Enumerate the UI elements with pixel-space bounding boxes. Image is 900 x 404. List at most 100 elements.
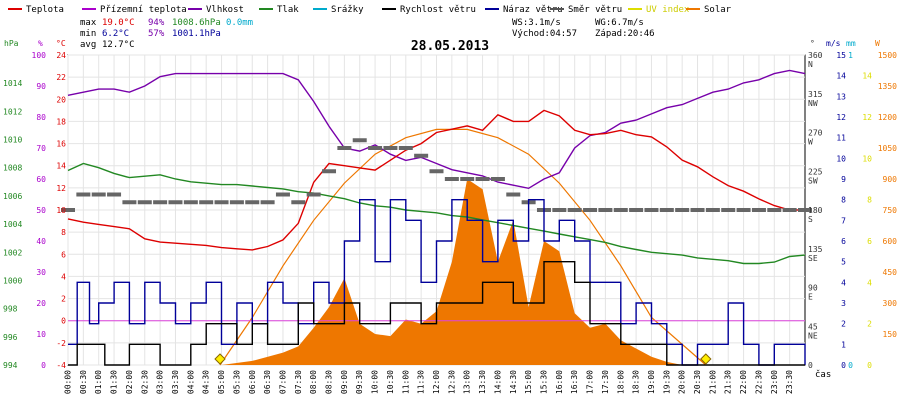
- axis-unit: °: [810, 39, 815, 48]
- axis-hum-tick: 20: [36, 299, 46, 308]
- wind-dir-mark: [429, 169, 444, 174]
- legend-label: Náraz větru: [503, 5, 563, 15]
- axis-unit: mm: [846, 39, 856, 48]
- axis-wind-tick: 10: [836, 154, 846, 163]
- x-tick-label: 12:00: [432, 370, 441, 394]
- axis-dir-tick-dir: E: [808, 293, 813, 302]
- axis-press-tick: 1006: [3, 192, 22, 201]
- wind-dir-mark: [475, 177, 490, 181]
- axis-wind-tick: 9: [841, 175, 846, 184]
- axes: 9949969981000100210041006100810101012101…: [3, 39, 897, 394]
- wind-dir-mark: [306, 192, 321, 197]
- x-tick-label: 06:30: [263, 370, 272, 394]
- axis-wind-tick: 4: [841, 278, 846, 287]
- stats-min-press: 1001.1hPa: [172, 29, 221, 39]
- wind-dir-mark: [567, 208, 582, 212]
- axis-temp-tick: 10: [56, 206, 66, 215]
- wind-dir-mark: [122, 200, 137, 205]
- axis-wind-tick: 6: [841, 237, 846, 246]
- x-tick-label: 11:30: [417, 370, 426, 394]
- x-tick-label: 17:30: [601, 370, 610, 394]
- chart-title: 28.05.2013: [411, 39, 489, 54]
- x-axis-label: čas: [815, 369, 831, 380]
- legend-label: Přízemní teplota: [100, 5, 187, 15]
- wind-dir-mark: [659, 208, 674, 212]
- wind-dir-mark: [598, 208, 613, 212]
- wind-dir-mark: [721, 208, 736, 212]
- axis-unit: %: [38, 39, 43, 48]
- x-tick-label: 16:00: [555, 370, 564, 394]
- wind-dir-mark: [552, 208, 567, 212]
- axis-hum-tick: 50: [36, 206, 46, 215]
- wind-dir-mark: [168, 200, 183, 205]
- axis-wind-tick: 1: [841, 340, 846, 349]
- wind-dir-mark: [337, 146, 352, 150]
- wind-dir-mark: [352, 138, 367, 143]
- axis-temp-tick: 20: [56, 95, 66, 104]
- axis-uv-tick: 4: [867, 278, 872, 287]
- series-solar: [68, 179, 805, 365]
- x-tick-label: 08:00: [309, 370, 318, 394]
- x-tick-label: 15:30: [539, 370, 548, 394]
- wind-dir-mark: [260, 200, 275, 205]
- x-tick-label: 10:30: [386, 370, 395, 394]
- x-tick-label: 13:30: [478, 370, 487, 394]
- wind-dir-mark: [137, 200, 152, 205]
- legend-label: Směr větru: [568, 5, 622, 15]
- series-pressure: [67, 162, 806, 265]
- axis-dir-tick: 45: [808, 322, 818, 331]
- axis-solar-tick: 300: [883, 299, 898, 308]
- stats-ws: WS:3.1m/s: [512, 18, 561, 28]
- wind-dir-mark: [798, 208, 812, 212]
- axis-temp-tick: -4: [56, 361, 66, 370]
- wind-dir-mark: [767, 208, 782, 212]
- x-tick-label: 23:00: [770, 370, 779, 394]
- x-tick-label: 21:00: [708, 370, 717, 394]
- sun-marker: [700, 353, 712, 365]
- wind-dir-mark: [153, 200, 168, 205]
- axis-wind-tick: 12: [836, 113, 846, 122]
- stats-panel: max 19.0°C 94% 1008.6hPa 0.0mm min 6.2°C…: [80, 18, 655, 50]
- axis-press-tick: 1008: [3, 164, 22, 173]
- axis-wind-tick: 2: [841, 320, 846, 329]
- stats-min-hum: 57%: [148, 29, 165, 39]
- axis-temp-tick: 16: [56, 140, 66, 149]
- axis-solar-tick: 1500: [878, 51, 897, 60]
- x-tick-label: 00:00: [64, 370, 73, 394]
- stats-max-press: 1008.6hPa: [172, 18, 221, 28]
- stats-sunrise: Východ:04:57: [512, 29, 577, 39]
- x-tick-label: 00:30: [79, 370, 88, 394]
- legend-label: Vlhkost: [206, 5, 244, 15]
- axis-temp-tick: 4: [61, 272, 66, 281]
- axis-dir-tick-dir: N: [808, 60, 813, 69]
- x-tick-label: 18:00: [616, 370, 625, 394]
- wind-dir-mark: [460, 177, 475, 181]
- axis-solar-tick: 450: [883, 268, 898, 277]
- axis-solar-tick: 1050: [878, 144, 897, 153]
- x-tick-label: 03:30: [171, 370, 180, 394]
- axis-hum-tick: 0: [41, 361, 46, 370]
- legend-label: Solar: [704, 5, 732, 15]
- x-tick-label: 13:00: [463, 370, 472, 394]
- x-tick-label: 01:00: [94, 370, 103, 394]
- axis-wind-tick: 0: [841, 361, 846, 370]
- axis-solar-tick: 1200: [878, 113, 897, 122]
- x-tick-label: 07:00: [278, 370, 287, 394]
- plot-area: [61, 54, 812, 366]
- axis-temp-tick: 18: [56, 117, 66, 126]
- legend: Teplota Přízemní teplota Vlhkost Tlak Srážky…: [8, 5, 732, 15]
- x-tick-label: 04:30: [202, 370, 211, 394]
- axis-dir-tick: 0: [808, 361, 813, 370]
- legend-label: Teplota: [26, 5, 64, 15]
- axis-uv-tick: 2: [867, 320, 872, 329]
- axis-solar-tick: 600: [883, 237, 898, 246]
- wind-dir-mark: [583, 208, 598, 212]
- axis-press-tick: 1010: [3, 136, 22, 145]
- stats-max-hum: 94%: [148, 18, 165, 28]
- axis-dir-tick-dir: NE: [808, 331, 818, 340]
- axis-temp-tick: 6: [61, 250, 66, 259]
- axis-wind-tick: 5: [841, 258, 846, 267]
- wind-dir-mark: [644, 208, 659, 212]
- wind-dir-mark: [629, 208, 644, 212]
